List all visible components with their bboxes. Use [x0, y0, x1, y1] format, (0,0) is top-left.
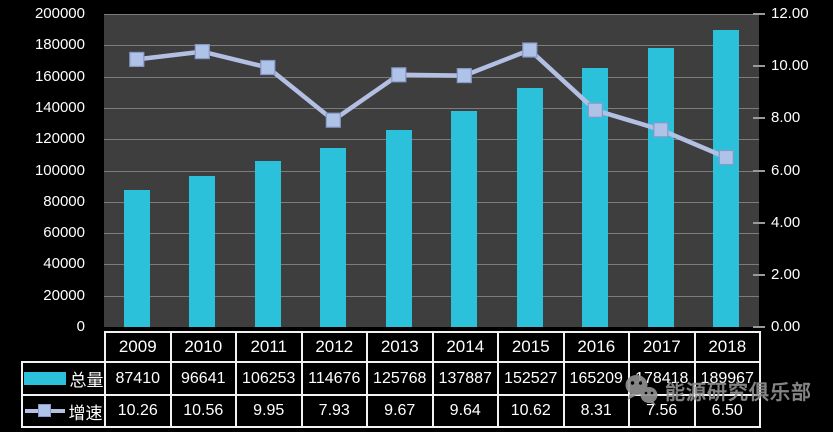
right-axis-tick	[753, 274, 765, 276]
right-axis-tick-label: 12.00	[771, 5, 809, 22]
value-cell-增速-2017: 7.56	[628, 394, 696, 428]
value-cell-总量-2014: 137887	[431, 361, 499, 396]
right-axis-tick-label: 4.00	[771, 214, 801, 231]
value-cell-总量-2011: 106253	[235, 361, 303, 396]
right-axis-tick-label: 10.00	[771, 57, 809, 74]
right-axis-tick-label: 8.00	[771, 109, 801, 126]
left-axis-tick-label: 80000	[43, 193, 85, 210]
gridline	[104, 171, 759, 172]
value-cell-增速-2013: 9.67	[366, 394, 434, 428]
gridline	[104, 14, 759, 15]
value-cell-增速-2010: 10.56	[169, 394, 237, 428]
value-cell-增速-2015: 10.62	[497, 394, 565, 428]
legend-cell-total: 总量	[21, 361, 106, 396]
value-cell-增速-2009: 10.26	[104, 394, 172, 428]
left-axis-tick-label: 120000	[34, 130, 85, 147]
value-cell-增速-2018: 6.50	[693, 394, 761, 428]
value-cell-总量-2015: 152527	[497, 361, 565, 396]
gridline	[104, 45, 759, 46]
right-axis-tick-label: 6.00	[771, 162, 801, 179]
year-cell-2016: 2016	[562, 331, 630, 363]
value-cell-增速-2016: 8.31	[562, 394, 630, 428]
watermark-text: 能源研究俱乐部	[665, 381, 812, 404]
right-axis-tick	[753, 170, 765, 172]
left-axis-tick-label: 0	[76, 318, 85, 335]
bar-2017	[648, 48, 674, 327]
left-axis-tick-label: 140000	[34, 99, 85, 116]
watermark: 能源研究俱乐部	[624, 374, 812, 406]
gridline	[104, 108, 759, 109]
bar-2010	[189, 176, 215, 327]
bar-2009	[124, 190, 150, 327]
value-cell-总量-2013: 125768	[366, 361, 434, 396]
legend-cell-growth: 增速	[21, 394, 106, 428]
left-axis-tick-label: 40000	[43, 255, 85, 272]
bar-2014	[451, 111, 477, 327]
gridline	[104, 139, 759, 140]
gridline	[104, 202, 759, 203]
year-cell-2010: 2010	[169, 331, 237, 363]
right-axis-tick	[753, 13, 765, 15]
marker-2011	[260, 59, 276, 76]
marker-2017	[653, 122, 669, 138]
marker-2013	[391, 67, 407, 83]
right-axis-tick	[753, 117, 765, 119]
marker-2016	[587, 102, 603, 118]
marker-2012	[325, 112, 341, 128]
year-cell-2018: 2018	[693, 331, 761, 363]
bar-2013	[386, 130, 412, 327]
right-axis-tick-label: 0.00	[771, 318, 801, 335]
marker-2009	[129, 51, 145, 68]
table-corner-cell	[22, 332, 105, 362]
marker-2018	[718, 149, 734, 166]
value-cell-总量-2018: 189967	[693, 361, 761, 396]
left-axis-tick-label: 180000	[34, 36, 85, 53]
left-axis-tick-label: 200000	[34, 5, 85, 22]
gridline	[104, 77, 759, 78]
right-axis-tick	[753, 222, 765, 224]
year-cell-2012: 2012	[300, 331, 368, 363]
left-axis-tick-label: 100000	[34, 162, 85, 179]
legend-line-marker-icon	[24, 404, 65, 418]
marker-2010	[194, 44, 210, 60]
value-cell-总量-2016: 165209	[562, 361, 630, 396]
right-axis-tick-label: 2.00	[771, 266, 801, 283]
growth-rate-line	[129, 42, 734, 166]
growth-rate-polyline	[136, 47, 728, 160]
year-cell-2017: 2017	[628, 331, 696, 363]
year-cell-2013: 2013	[366, 331, 434, 363]
legend-label: 增速	[68, 403, 103, 423]
gridline	[104, 296, 759, 297]
bar-2018	[713, 30, 739, 327]
value-cell-增速-2011: 9.95	[235, 394, 303, 428]
legend-bar-swatch-icon	[24, 372, 66, 385]
legend-label: 总量	[69, 371, 104, 390]
right-axis-tick	[753, 65, 765, 67]
bar-2011	[255, 161, 281, 327]
marker-2015	[522, 42, 538, 58]
left-axis-tick-label: 20000	[43, 287, 85, 304]
year-cell-2009: 2009	[104, 331, 172, 363]
year-cell-2011: 2011	[235, 331, 303, 363]
right-axis-tick	[753, 326, 765, 328]
bar-2012	[320, 148, 346, 327]
value-cell-增速-2014: 9.64	[431, 394, 499, 428]
data-table: 2009 2010 2011 2012 2013 2014 2015 2016 2017 2018…	[21, 331, 761, 428]
value-cell-增速-2012: 7.93	[300, 394, 368, 428]
value-cell-总量-2010: 96641	[169, 361, 237, 396]
left-axis-tick-label: 160000	[34, 68, 85, 85]
year-cell-2014: 2014	[431, 331, 499, 363]
value-cell-总量-2012: 114676	[300, 361, 368, 396]
bar-2015	[517, 88, 543, 327]
left-axis-tick-label: 60000	[43, 224, 85, 241]
year-cell-2015: 2015	[497, 331, 565, 363]
wechat-logo-icon	[625, 375, 658, 406]
gridline	[104, 264, 759, 265]
value-cell-总量-2009: 87410	[104, 361, 172, 396]
plot-area	[104, 14, 759, 327]
gridline	[104, 233, 759, 234]
marker-2014	[456, 67, 472, 84]
